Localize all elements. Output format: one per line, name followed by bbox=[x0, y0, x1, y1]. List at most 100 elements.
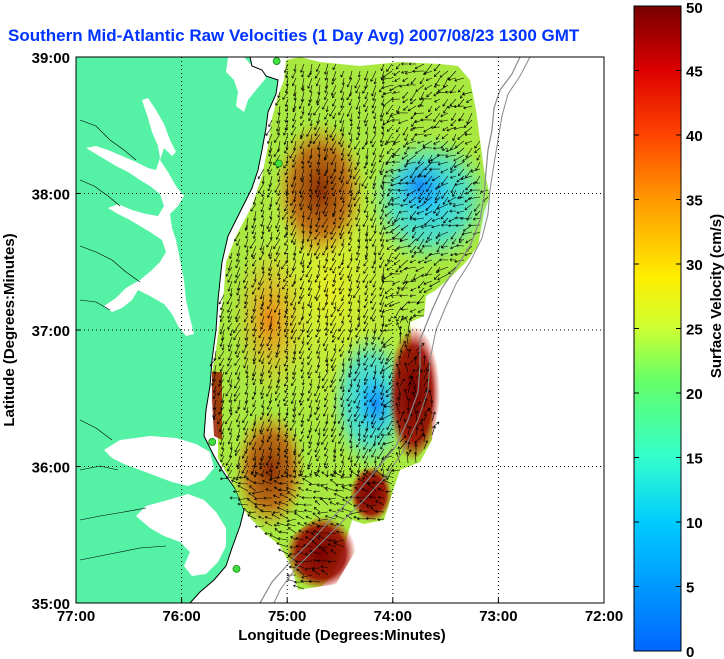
velocity-arrow bbox=[434, 98, 441, 103]
velocity-arrow bbox=[332, 280, 337, 287]
velocity-arrow bbox=[290, 480, 297, 485]
velocity-arrow bbox=[378, 245, 385, 256]
velocity-arrow bbox=[255, 472, 265, 478]
velocity-arrow bbox=[297, 329, 305, 340]
velocity-arrow bbox=[457, 118, 464, 122]
velocity-arrow bbox=[300, 119, 305, 126]
delaware-bay bbox=[226, 57, 266, 112]
velocity-arrow bbox=[396, 245, 409, 250]
velocity-arrow bbox=[244, 259, 249, 267]
velocity-arrow bbox=[314, 471, 321, 478]
velocity-arrow bbox=[431, 421, 440, 429]
velocity-arrow bbox=[284, 217, 289, 230]
velocity-arrow bbox=[261, 406, 265, 416]
velocity-arrow bbox=[466, 112, 473, 125]
velocity-arrow bbox=[373, 266, 377, 274]
velocity-arrow bbox=[337, 301, 345, 312]
velocity-arrow bbox=[388, 315, 393, 322]
velocity-arrow bbox=[227, 336, 233, 348]
velocity-arrow bbox=[307, 196, 313, 209]
velocity-arrow bbox=[340, 448, 345, 457]
velocity-arrow bbox=[315, 63, 321, 72]
velocity-arrow bbox=[384, 203, 393, 208]
velocity-arrow bbox=[300, 385, 305, 396]
velocity-arrow bbox=[234, 441, 241, 453]
velocity-arrow bbox=[299, 462, 305, 473]
velocity-arrow bbox=[314, 126, 321, 137]
velocity-arrow bbox=[316, 140, 321, 151]
velocity-arrow bbox=[398, 425, 402, 436]
velocity-arrow bbox=[283, 133, 289, 145]
velocity-arrow bbox=[261, 434, 265, 443]
velocity-arrow bbox=[416, 203, 425, 209]
velocity-arrow bbox=[333, 343, 337, 352]
velocity-arrow bbox=[251, 364, 257, 377]
velocity-arrow bbox=[274, 357, 281, 369]
velocity-arrow bbox=[331, 70, 337, 82]
velocity-arrow bbox=[347, 413, 353, 422]
velocity-arrow bbox=[385, 238, 393, 242]
velocity-arrow bbox=[330, 224, 337, 235]
velocity-arrow bbox=[415, 418, 424, 429]
velocity-arrow bbox=[266, 238, 273, 248]
velocity-arrow bbox=[458, 84, 465, 93]
velocity-arrow bbox=[292, 364, 297, 376]
velocity-arrow bbox=[385, 385, 393, 393]
velocity-arrow bbox=[237, 497, 249, 502]
velocity-arrow bbox=[428, 252, 441, 257]
velocity-arrow bbox=[333, 448, 337, 458]
velocity-arrow bbox=[252, 301, 257, 312]
velocity-arrow bbox=[339, 350, 345, 357]
velocity-arrow bbox=[413, 314, 425, 318]
velocity-arrow bbox=[299, 245, 305, 254]
velocity-arrow bbox=[383, 441, 393, 446]
velocity-arrow bbox=[410, 203, 417, 208]
velocity-arrow bbox=[315, 364, 321, 374]
velocity-arrow bbox=[450, 252, 457, 257]
velocity-arrow bbox=[401, 154, 409, 160]
velocity-arrow bbox=[307, 154, 313, 164]
velocity-arrow bbox=[227, 420, 233, 431]
velocity-arrow bbox=[377, 496, 385, 500]
velocity-arrow bbox=[322, 98, 329, 110]
velocity-arrow bbox=[291, 308, 297, 319]
velocity-arrow bbox=[308, 371, 313, 379]
velocity-arrow bbox=[380, 112, 385, 122]
velocity-arrow bbox=[386, 469, 393, 481]
velocity-arrow bbox=[377, 434, 385, 446]
colorbar-tick-labels: 0 5 10 15 20 25 30 35 40 45 50 bbox=[634, 0, 703, 659]
velocity-arrow bbox=[381, 371, 385, 379]
velocity-arrow bbox=[276, 280, 281, 288]
velocity-arrow bbox=[227, 434, 233, 445]
velocity-arrow bbox=[341, 196, 346, 204]
velocity-arrow bbox=[380, 217, 385, 225]
velocity-arrow bbox=[393, 70, 401, 76]
velocity-arrow bbox=[268, 441, 273, 451]
velocity-arrow bbox=[356, 119, 361, 130]
velocity-arrow bbox=[268, 273, 273, 281]
velocity-arrow bbox=[226, 294, 233, 305]
velocity-arrow bbox=[425, 112, 433, 119]
velocity-arrow bbox=[307, 448, 313, 456]
velocity-arrow bbox=[333, 119, 337, 128]
velocity-arrow bbox=[229, 441, 233, 450]
velocity-arrow bbox=[386, 105, 393, 115]
velocity-arrow bbox=[268, 371, 273, 379]
velocity-arrow bbox=[390, 168, 401, 173]
velocity-arrow bbox=[398, 332, 403, 345]
radar-station-marker bbox=[272, 57, 281, 65]
velocity-arrow bbox=[330, 238, 337, 249]
velocity-arrow bbox=[408, 196, 417, 204]
velocity-arrow bbox=[298, 448, 305, 457]
velocity-arrow bbox=[380, 168, 385, 176]
velocity-arrow bbox=[366, 516, 377, 520]
velocity-arrow bbox=[324, 448, 329, 457]
velocity-arrow bbox=[441, 189, 449, 199]
velocity-arrow bbox=[470, 168, 481, 173]
velocity-arrow bbox=[274, 301, 281, 313]
velocity-arrow bbox=[330, 231, 337, 240]
velocity-arrow bbox=[278, 501, 289, 506]
velocity-arrow bbox=[397, 111, 409, 115]
velocity-arrow bbox=[293, 63, 297, 72]
velocity-arrow bbox=[373, 203, 377, 213]
